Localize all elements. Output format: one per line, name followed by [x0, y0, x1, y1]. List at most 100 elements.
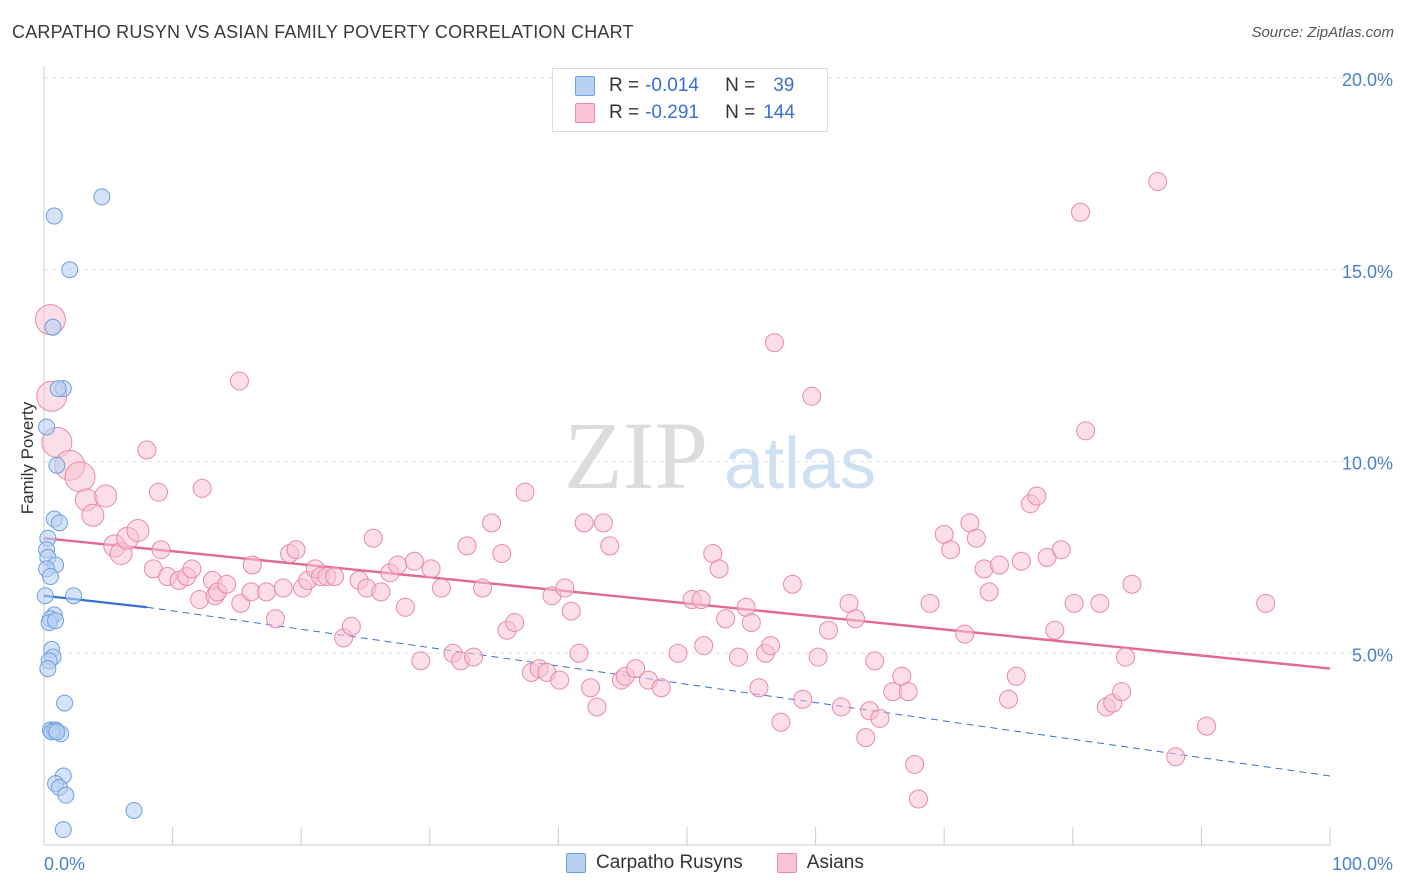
point-asians [229, 371, 249, 391]
point-asians [1116, 647, 1136, 667]
point-asians [581, 678, 601, 698]
point-asians [242, 555, 262, 575]
point-asians [1027, 486, 1047, 506]
x-tick-label-max: 100.0% [1332, 854, 1393, 874]
trend-line-carpatho-rusyns-dashed [146, 606, 1331, 777]
point-asians [94, 484, 118, 508]
point-asians [492, 544, 512, 564]
point-carpatho-rusyns [57, 786, 75, 804]
point-asians [555, 578, 575, 598]
point-asians [856, 728, 876, 748]
legend-row-asians: R = -0.291 N = 144 [575, 101, 795, 125]
legend-r-value: -0.014 [645, 75, 699, 96]
point-asians [505, 613, 525, 633]
point-asians [818, 620, 838, 640]
point-asians [482, 513, 502, 533]
point-asians [865, 651, 885, 671]
point-asians [808, 647, 828, 667]
point-asians [709, 559, 729, 579]
point-asians [371, 582, 391, 602]
point-asians [761, 636, 781, 656]
source-credit: Source: ZipAtlas.com [1251, 24, 1394, 41]
point-asians [464, 647, 484, 667]
point-asians [388, 555, 408, 575]
point-asians [1256, 593, 1276, 613]
point-asians [1090, 593, 1110, 613]
point-asians [1076, 421, 1096, 441]
trend-lines [43, 537, 1331, 777]
point-asians [192, 478, 212, 498]
point-carpatho-rusyns [39, 660, 57, 678]
trend-line-carpatho-rusyns [43, 594, 148, 609]
y-tick-label: 5.0% [1352, 645, 1393, 665]
legend-n-value: 39 [773, 75, 795, 96]
data-points [34, 172, 1276, 839]
point-asians [1166, 747, 1186, 767]
watermark-atlas: atlas [724, 424, 876, 504]
point-asians [151, 540, 171, 560]
point-asians [569, 643, 589, 663]
point-asians [411, 651, 431, 671]
legend-r-label: R = [609, 102, 640, 123]
point-asians [831, 697, 851, 717]
point-asians [955, 624, 975, 644]
point-asians [966, 528, 986, 548]
point-asians [782, 574, 802, 594]
point-asians [431, 578, 451, 598]
point-asians [920, 593, 940, 613]
point-carpatho-rusyns [41, 568, 59, 586]
point-asians [395, 597, 415, 617]
point-carpatho-rusyns [50, 514, 68, 532]
point-asians [999, 689, 1018, 709]
point-asians [1112, 682, 1132, 702]
point-asians [728, 647, 748, 667]
point-carpatho-rusyns [47, 612, 65, 630]
point-asians [741, 613, 761, 633]
point-asians [81, 503, 105, 527]
point-asians [1051, 540, 1071, 560]
point-asians [749, 678, 769, 698]
legend-label-asians: Asians [806, 852, 864, 873]
point-asians [1071, 202, 1091, 222]
chart-title: CARPATHO RUSYN VS ASIAN FAMILY POVERTY C… [12, 22, 634, 42]
point-asians [325, 567, 345, 587]
point-carpatho-rusyns [125, 801, 143, 819]
legend-row-carpatho-rusyns: R = -0.014 N = 39 [575, 74, 794, 98]
legend-item-asians[interactable]: Asians [776, 852, 864, 874]
legend-swatch-asians [575, 103, 595, 123]
point-asians [691, 590, 711, 610]
legend-swatch-asians [776, 853, 797, 873]
legend-n-value: 144 [763, 102, 795, 123]
watermark: ZIP atlas [564, 402, 876, 509]
watermark-zip: ZIP [564, 402, 708, 509]
point-asians [550, 670, 570, 690]
point-asians [265, 609, 285, 629]
point-asians [473, 578, 493, 598]
legend-n-label: N = [725, 102, 756, 123]
point-asians [941, 540, 961, 560]
legend-label-carpatho-rusyns: Carpatho Rusyns [596, 852, 743, 873]
point-asians [870, 708, 890, 728]
point-asians [217, 574, 237, 594]
point-asians [587, 697, 607, 717]
point-asians [593, 513, 613, 533]
legend-item-carpatho-rusyns[interactable]: Carpatho Rusyns [566, 852, 743, 874]
x-tick-label-min: 0.0% [44, 854, 85, 874]
point-asians [1011, 551, 1031, 571]
point-asians [651, 678, 671, 698]
point-carpatho-rusyns [56, 694, 74, 712]
y-axis-label: Family Poverty [18, 401, 37, 514]
point-carpatho-rusyns [48, 723, 66, 741]
series-legend: Carpatho Rusyns Asians [566, 852, 898, 874]
point-asians [363, 528, 383, 548]
point-carpatho-rusyns [48, 456, 66, 474]
point-asians [908, 789, 928, 809]
point-asians [600, 536, 620, 556]
point-asians [182, 559, 202, 579]
point-asians [845, 609, 865, 629]
point-asians [898, 682, 918, 702]
point-carpatho-rusyns [36, 587, 54, 605]
point-carpatho-rusyns [93, 188, 111, 206]
point-asians [404, 551, 424, 571]
point-asians [1122, 574, 1142, 594]
